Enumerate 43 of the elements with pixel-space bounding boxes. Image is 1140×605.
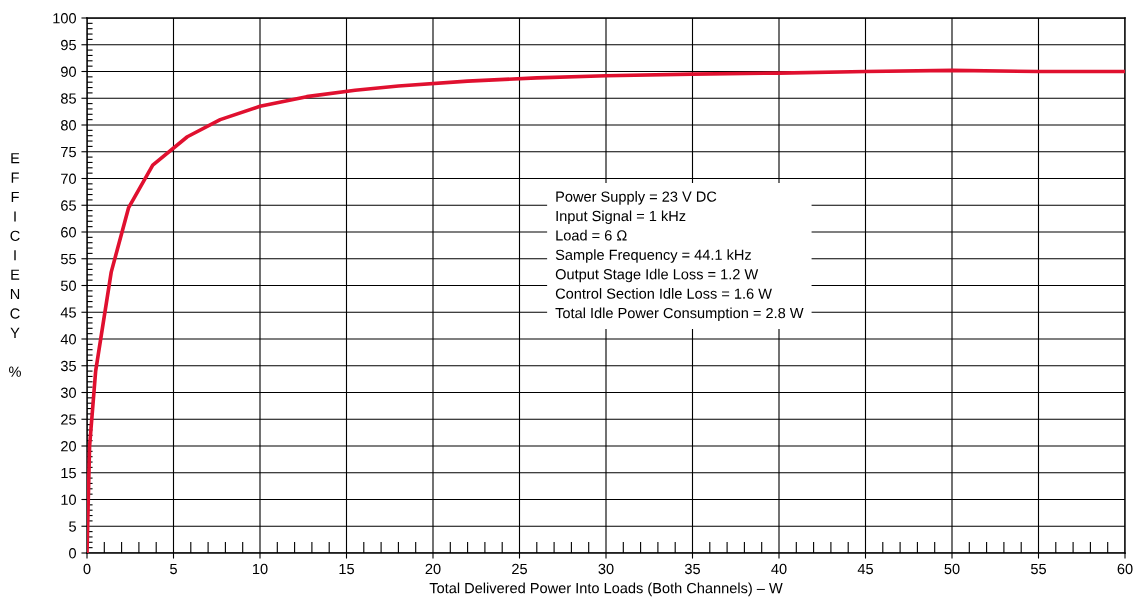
y-tick-label: 70 xyxy=(61,173,77,184)
y-tick-label: 30 xyxy=(60,387,77,398)
y-tick-label: 10 xyxy=(61,494,77,505)
y-tick-label: 25 xyxy=(61,414,76,425)
y-tick-label: 35 xyxy=(60,360,76,372)
x-tick-label: 40 xyxy=(771,563,787,575)
y-tick-label: 85 xyxy=(61,93,76,104)
y-tick-label: 95 xyxy=(61,39,76,51)
annotation: Sample Frequency = 44.1 kHz xyxy=(555,249,751,263)
y-tick-label: 5 xyxy=(69,521,76,532)
x-tick-label: 5 xyxy=(170,563,177,575)
y-tick-label: 50 xyxy=(60,280,77,291)
x-tick-label: 20 xyxy=(425,563,441,575)
annotation: Input Signal = 1 kHz xyxy=(556,210,686,225)
y-tick-label: 55 xyxy=(60,254,76,265)
x-tick-label: 35 xyxy=(684,563,700,575)
x-tick-label: 10 xyxy=(253,563,268,575)
y-tick-label: 90 xyxy=(61,66,77,77)
y-tick-label: 20 xyxy=(61,441,77,452)
x-tick-label: 55 xyxy=(1030,563,1046,575)
text: EFFICIENCY % xyxy=(9,153,21,377)
annotation: Power Supply = 23 V DC xyxy=(556,191,717,205)
x-tick-label: 50 xyxy=(944,563,960,575)
y-tick-label: 40 xyxy=(60,334,77,345)
annotation: Output Stage Idle Loss = 1.2 W xyxy=(555,268,759,283)
y-tick-label: 45 xyxy=(60,307,76,318)
annotation: Total Idle Power Consumption = 2.8 W xyxy=(555,307,804,322)
x-tick-label: 30 xyxy=(598,563,614,575)
y-tick-label: 60 xyxy=(61,227,77,238)
y-tick-label: 15 xyxy=(61,468,76,479)
x-tick-label: 25 xyxy=(512,563,527,575)
x-tick-label: 15 xyxy=(339,563,354,575)
y-tick-label: 80 xyxy=(61,120,77,131)
annotation: Control Section Idle Loss = 1.6 W xyxy=(555,288,772,299)
x-axis-title: Total Delivered Power Into Loads (Both Channels) – W xyxy=(429,582,783,597)
x-tick-label: 45 xyxy=(857,563,873,575)
y-tick-label: 65 xyxy=(61,200,76,211)
y-tick-label: 75 xyxy=(61,147,76,158)
x-tick-label: 0 xyxy=(83,563,91,575)
y-tick-label: 100 xyxy=(53,13,77,24)
y-tick-label: 0 xyxy=(69,548,77,559)
x-tick-label: 60 xyxy=(1117,563,1133,575)
annotation: Load = 6 Ω xyxy=(556,229,627,241)
